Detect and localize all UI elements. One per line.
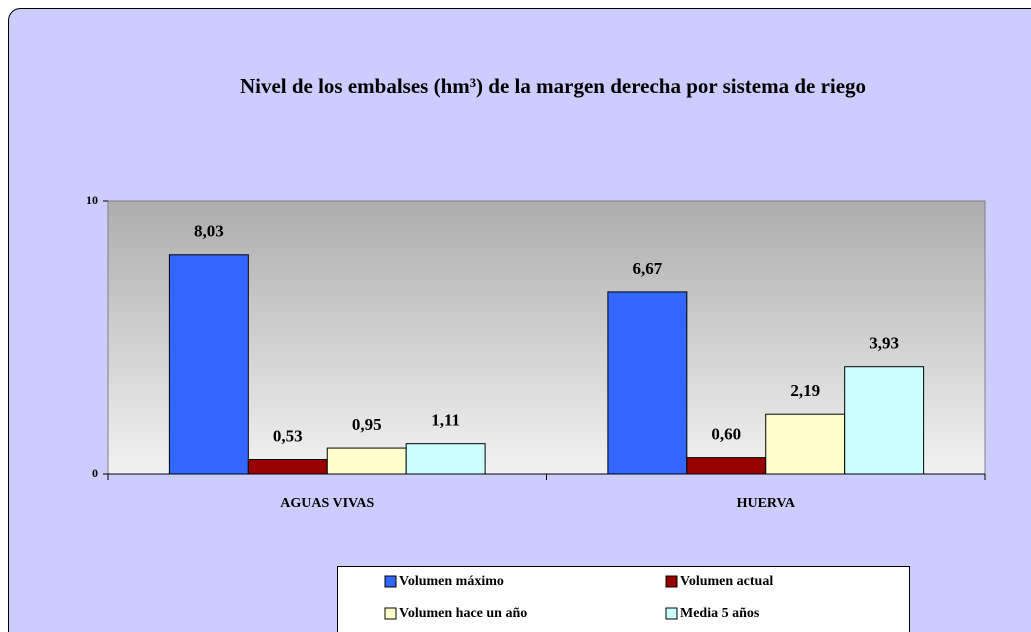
bar <box>247 459 328 475</box>
x-tick-label: HUERVA <box>737 496 796 511</box>
legend-swatch <box>665 575 678 588</box>
legend-label: Volumen hace un año <box>399 606 527 621</box>
value-label: 2,19 <box>790 381 820 400</box>
value-label: 8,03 <box>194 222 224 241</box>
legend-label: Volumen máximo <box>399 574 504 589</box>
legend-label: Volumen actual <box>680 574 773 589</box>
legend-swatch <box>384 607 397 620</box>
legend-label: Media 5 años <box>680 606 760 621</box>
y-tick-label: 0 <box>92 466 98 480</box>
bar <box>844 366 925 475</box>
value-label: 0,53 <box>273 426 303 445</box>
bar <box>686 457 767 475</box>
chart-title: Nivel de los embalses (hm³) de la margen… <box>240 74 866 98</box>
value-label: 6,67 <box>632 259 662 278</box>
bar <box>405 443 486 475</box>
legend <box>337 566 910 632</box>
value-label: 0,60 <box>711 425 741 444</box>
legend-swatch <box>665 607 678 620</box>
bar <box>168 254 249 475</box>
bar <box>326 447 407 475</box>
value-label: 3,93 <box>869 334 899 353</box>
value-label: 1,11 <box>431 411 460 430</box>
y-tick-label: 10 <box>86 193 98 207</box>
legend-swatch <box>384 575 397 588</box>
value-label: 0,95 <box>352 415 382 434</box>
bar <box>607 291 688 475</box>
x-tick-label: AGUAS VIVAS <box>280 496 374 511</box>
bar <box>765 413 846 475</box>
